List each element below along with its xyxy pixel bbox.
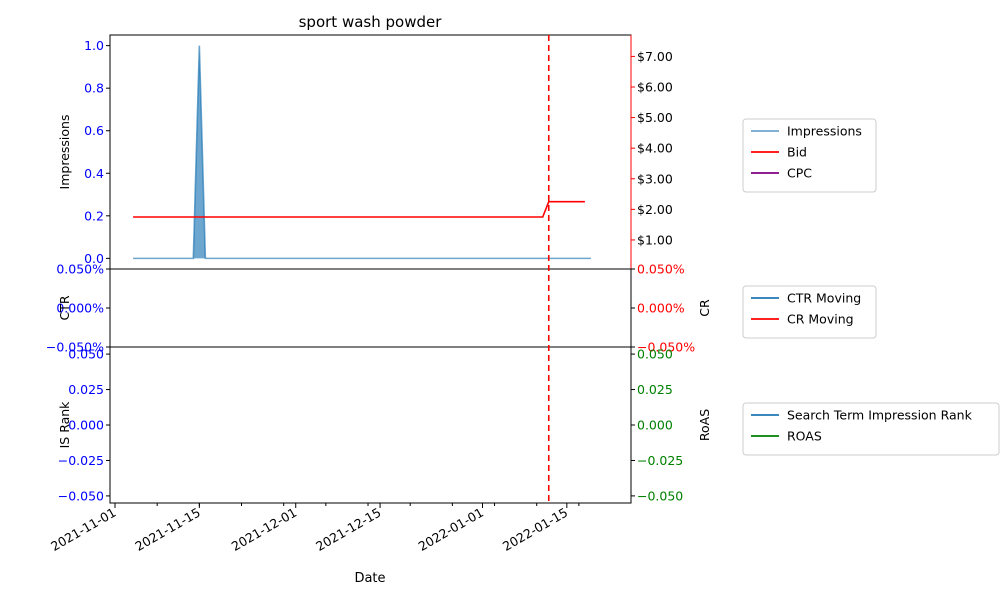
right-tick-label: 0.050 [637, 347, 673, 362]
left-tick-label: 0.2 [84, 208, 104, 223]
left-tick-label: 0.000 [68, 418, 104, 433]
left-tick-label: 0.050 [68, 347, 104, 362]
left-tick-label: −0.025 [58, 453, 104, 468]
right-tick-label: 0.025 [637, 382, 673, 397]
legend-entry: Search Term Impression Rank [787, 408, 973, 423]
legend-entry: ROAS [787, 429, 822, 444]
series-line-impressions [133, 45, 591, 260]
left-axis-label: CTR [57, 295, 72, 320]
left-axis-label: IS Rank [57, 401, 72, 449]
right-tick-label: −0.050 [637, 488, 683, 503]
legend-box [742, 285, 877, 339]
right-tick-label: $4.00 [637, 141, 673, 156]
legend-entry: CTR Moving [787, 291, 861, 306]
panel-frame-isrank-roas [109, 346, 632, 504]
x-tick-label: 2022-01-01 [416, 505, 486, 554]
legend-entry: CPC [787, 166, 812, 181]
right-tick-label: $1.00 [637, 232, 673, 247]
legend-entry: Impressions [787, 124, 862, 139]
legend-entry: CR Moving [787, 312, 854, 327]
left-tick-label: 0.025 [68, 382, 104, 397]
left-tick-label: 0.8 [84, 81, 104, 96]
left-tick-label: 0.0 [84, 251, 104, 266]
right-axis-label: CR [697, 299, 712, 317]
left-tick-label: 0.050% [56, 262, 104, 277]
legend-box [742, 402, 1000, 456]
left-tick-label: 0.6 [84, 123, 104, 138]
right-tick-label: $6.00 [637, 80, 673, 95]
left-tick-label: 1.0 [84, 38, 104, 53]
x-tick-label: 2021-12-15 [313, 505, 383, 554]
series-line-bid [133, 200, 585, 218]
chart-title: sport wash powder [299, 13, 443, 31]
x-axis-label: Date [354, 571, 385, 586]
right-tick-label: 0.000% [637, 301, 685, 316]
panel-frame-ctr-cr [109, 268, 632, 348]
left-tick-label: 0.000% [56, 301, 104, 316]
x-tick-label: 2021-11-01 [48, 505, 118, 554]
left-tick-label: −0.050 [58, 488, 104, 503]
right-tick-label: $7.00 [637, 49, 673, 64]
right-tick-label: $3.00 [637, 171, 673, 186]
right-tick-label: $5.00 [637, 110, 673, 125]
x-tick-label: 2022-01-15 [500, 505, 570, 554]
right-tick-label: −0.050% [637, 340, 695, 355]
left-axis-label: Impressions [57, 115, 72, 190]
right-tick-label: $2.00 [637, 202, 673, 217]
left-tick-label: −0.050% [46, 340, 104, 355]
right-tick-label: 0.000 [637, 418, 673, 433]
left-tick-label: 0.4 [84, 166, 104, 181]
x-tick-label: 2021-11-15 [132, 505, 202, 554]
legend-entry: Bid [787, 145, 807, 160]
panel-frame-impressions-bid [109, 34, 632, 270]
right-tick-label: 0.050% [637, 262, 685, 277]
right-axis-label: RoAS [697, 409, 712, 441]
right-tick-label: −0.025 [637, 453, 683, 468]
x-tick-label: 2021-12-01 [229, 505, 299, 554]
